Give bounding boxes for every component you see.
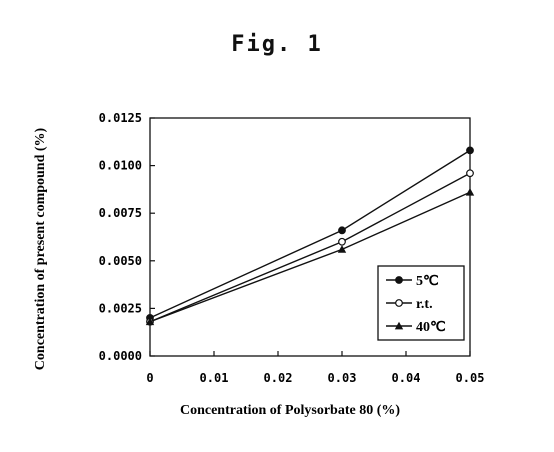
data-point-marker [338, 226, 346, 235]
y-tick-label: 0.0125 [99, 111, 142, 125]
legend: 5℃ r.t. 40℃ [377, 265, 465, 341]
x-tick-label: 0.01 [200, 371, 229, 385]
legend-label: r.t. [416, 297, 433, 312]
data-point-marker [466, 146, 474, 155]
data-point-marker [394, 321, 404, 330]
x-tick-label: 0.02 [264, 371, 293, 385]
data-point-marker [466, 169, 474, 178]
x-axis-ticks: 0 0.01 0.02 0.03 0.04 0.05 [146, 351, 484, 385]
data-point-marker [145, 317, 155, 326]
legend-label: 5℃ [416, 274, 439, 289]
x-tick-label: 0.04 [392, 371, 421, 385]
y-tick-label: 0.0050 [99, 254, 142, 268]
data-point-marker [338, 237, 346, 246]
legend-label: 40℃ [416, 320, 446, 335]
data-point-marker [395, 276, 403, 284]
x-tick-label: 0.03 [328, 371, 357, 385]
data-point-marker [465, 188, 475, 196]
y-tick-label: 0.0000 [99, 349, 142, 363]
plot-frame [149, 117, 471, 357]
data-point-marker [337, 245, 347, 253]
x-tick-label: 0.05 [456, 371, 485, 385]
x-tick-label: 0 [146, 371, 153, 385]
y-tick-label: 0.0100 [99, 159, 142, 173]
y-tick-label: 0.0025 [99, 301, 142, 315]
figure-title: Fig. 1 [231, 32, 323, 57]
y-axis-label: Concentration of present compound (%) [33, 127, 48, 370]
y-tick-label: 0.0075 [99, 206, 142, 220]
x-axis-label: Concentration of Polysorbate 80 (%) [180, 403, 400, 418]
series-layer [145, 146, 475, 326]
y-axis-ticks: 0.0000 0.0025 0.0050 0.0075 0.0100 0.0125 [99, 111, 155, 363]
data-point-marker [395, 299, 403, 307]
